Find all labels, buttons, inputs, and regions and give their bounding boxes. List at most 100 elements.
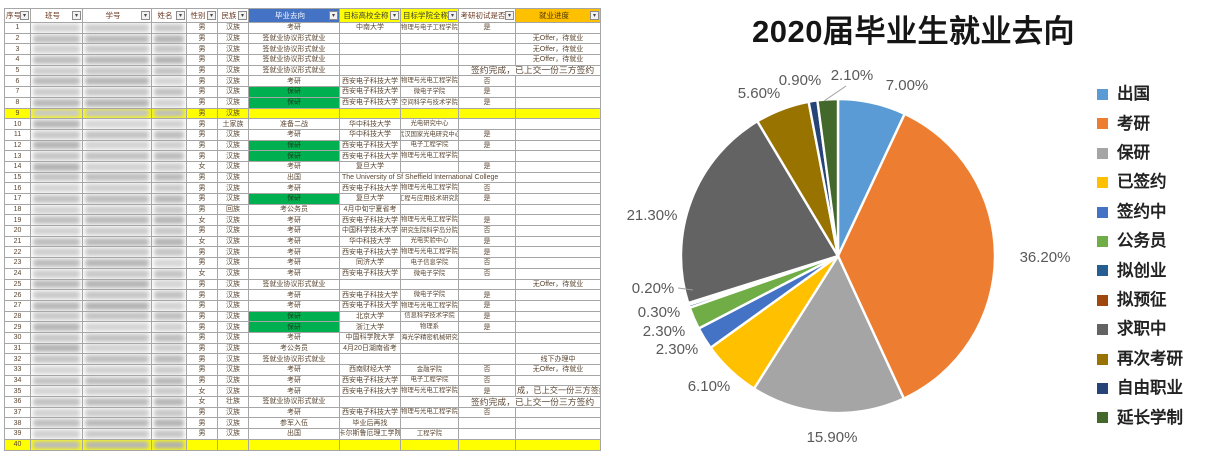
cell-target-college[interactable]: 物理与光电工程学院	[401, 247, 459, 259]
cell-studentid-redacted[interactable]	[83, 108, 152, 120]
cell-name-redacted[interactable]	[152, 236, 187, 248]
cell-gender[interactable]: 男	[187, 375, 218, 387]
cell-target-university[interactable]	[340, 44, 401, 56]
cell-target-university[interactable]: 西安电子科技大学	[340, 247, 401, 259]
cell-name-redacted[interactable]	[152, 23, 187, 34]
cell-seq[interactable]: 4	[5, 55, 31, 66]
cell-studentid-redacted[interactable]	[83, 365, 152, 376]
cell-gender[interactable]: 男	[187, 151, 218, 162]
cell-exam-passed[interactable]: 是	[459, 87, 516, 98]
cell-progress[interactable]	[516, 418, 601, 430]
cell-progress[interactable]	[516, 172, 601, 184]
cell-ethnicity[interactable]: 汉族	[218, 226, 249, 237]
cell-gender[interactable]: 女	[187, 161, 218, 173]
cell-exam-passed[interactable]: 是	[459, 140, 516, 152]
cell-progress[interactable]	[516, 108, 601, 120]
cell-target-university[interactable]	[340, 279, 401, 291]
cell-seq[interactable]: 7	[5, 87, 31, 98]
cell-studentid-redacted[interactable]	[83, 332, 152, 344]
cell-destination[interactable]: 签就业协议形式就业	[249, 279, 340, 291]
cell-seq[interactable]: 23	[5, 258, 31, 269]
cell-seq[interactable]: 1	[5, 23, 31, 34]
cell-gender[interactable]: 男	[187, 119, 218, 130]
cell-exam-passed[interactable]: 是	[459, 23, 516, 34]
cell-destination[interactable]: 出国	[249, 429, 340, 440]
cell-target-university[interactable]: 复旦大学	[340, 161, 401, 173]
cell-exam-passed[interactable]	[459, 429, 516, 440]
cell-name-redacted[interactable]	[152, 183, 187, 194]
cell-target-college[interactable]	[401, 397, 459, 408]
cell-exam-passed[interactable]: 是	[459, 311, 516, 323]
cell-studentid-redacted[interactable]	[83, 311, 152, 323]
cell-destination[interactable]: 考研	[249, 215, 340, 227]
cell-destination[interactable]: 考研	[249, 183, 340, 194]
cell-class-redacted[interactable]	[31, 429, 83, 440]
cell-target-university[interactable]: 西安电子科技大学	[340, 140, 401, 152]
filter-dropdown-icon[interactable]: ▾	[207, 11, 216, 20]
cell-destination[interactable]: 保研	[249, 97, 340, 109]
cell-destination[interactable]: 考研	[249, 386, 340, 398]
cell-target-university[interactable]: 西安电子科技大学	[340, 407, 401, 419]
cell-class-redacted[interactable]	[31, 439, 83, 451]
legend-item[interactable]: 拟预征	[1097, 292, 1183, 309]
cell-progress[interactable]: 成，已上交一份三方签约	[516, 386, 601, 398]
cell-target-university[interactable]: 中南大学	[340, 23, 401, 34]
cell-name-redacted[interactable]	[152, 365, 187, 376]
cell-studentid-redacted[interactable]	[83, 65, 152, 77]
cell-seq[interactable]: 21	[5, 236, 31, 248]
cell-class-redacted[interactable]	[31, 119, 83, 130]
cell-gender[interactable]: 男	[187, 87, 218, 98]
cell-ethnicity[interactable]: 汉族	[218, 215, 249, 227]
cell-name-redacted[interactable]	[152, 161, 187, 173]
header-gender[interactable]: 性别 ▾	[187, 9, 218, 23]
cell-name-redacted[interactable]	[152, 279, 187, 291]
cell-seq[interactable]: 5	[5, 65, 31, 77]
cell-studentid-redacted[interactable]	[83, 140, 152, 152]
cell-studentid-redacted[interactable]	[83, 97, 152, 109]
legend-item[interactable]: 签约中	[1097, 204, 1183, 221]
cell-gender[interactable]: 男	[187, 311, 218, 323]
cell-progress[interactable]	[516, 97, 601, 109]
cell-exam-passed[interactable]: 否	[459, 365, 516, 376]
cell-ethnicity[interactable]: 汉族	[218, 332, 249, 344]
cell-studentid-redacted[interactable]	[83, 161, 152, 173]
cell-target-college[interactable]: 研究生院科学岛分院	[401, 226, 459, 237]
cell-target-university[interactable]: 4月中旬宁夏省考	[340, 204, 401, 216]
cell-seq[interactable]: 8	[5, 97, 31, 109]
cell-class-redacted[interactable]	[31, 151, 83, 162]
cell-exam-passed[interactable]: 是	[459, 386, 516, 398]
cell-gender[interactable]: 女	[187, 386, 218, 398]
cell-name-redacted[interactable]	[152, 44, 187, 56]
cell-target-university[interactable]: 华中科技大学	[340, 129, 401, 141]
cell-name-redacted[interactable]	[152, 311, 187, 323]
cell-progress[interactable]: 无Offer，待就业	[516, 55, 601, 66]
cell-class-redacted[interactable]	[31, 354, 83, 365]
cell-target-college[interactable]	[401, 65, 459, 77]
cell-target-university[interactable]: 卡尔斯鲁厄理工学院	[340, 429, 401, 440]
cell-target-university[interactable]	[340, 397, 401, 408]
cell-name-redacted[interactable]	[152, 343, 187, 355]
cell-ethnicity[interactable]: 汉族	[218, 429, 249, 440]
cell-gender[interactable]: 男	[187, 332, 218, 344]
cell-exam-passed[interactable]: 否	[459, 258, 516, 269]
cell-gender[interactable]: 男	[187, 343, 218, 355]
filter-dropdown-icon[interactable]: ▾	[590, 11, 599, 20]
cell-destination[interactable]	[249, 108, 340, 120]
cell-studentid-redacted[interactable]	[83, 23, 152, 34]
cell-gender[interactable]: 男	[187, 258, 218, 269]
cell-progress[interactable]	[516, 183, 601, 194]
cell-exam-passed[interactable]: 是	[459, 300, 516, 312]
cell-target-university[interactable]: 西安电子科技大学	[340, 290, 401, 301]
cell-target-university[interactable]: 北京大学	[340, 311, 401, 323]
cell-ethnicity[interactable]: 汉族	[218, 290, 249, 301]
cell-progress[interactable]: 无Offer，待就业	[516, 33, 601, 45]
cell-exam-passed[interactable]	[459, 332, 516, 344]
cell-gender[interactable]: 男	[187, 365, 218, 376]
cell-destination[interactable]: 考研	[249, 268, 340, 280]
cell-seq[interactable]: 35	[5, 386, 31, 398]
cell-seq[interactable]: 40	[5, 439, 31, 451]
cell-seq[interactable]: 30	[5, 332, 31, 344]
header-progress[interactable]: 就业进度 ▾	[516, 9, 601, 23]
cell-class-redacted[interactable]	[31, 44, 83, 56]
cell-class-redacted[interactable]	[31, 311, 83, 323]
